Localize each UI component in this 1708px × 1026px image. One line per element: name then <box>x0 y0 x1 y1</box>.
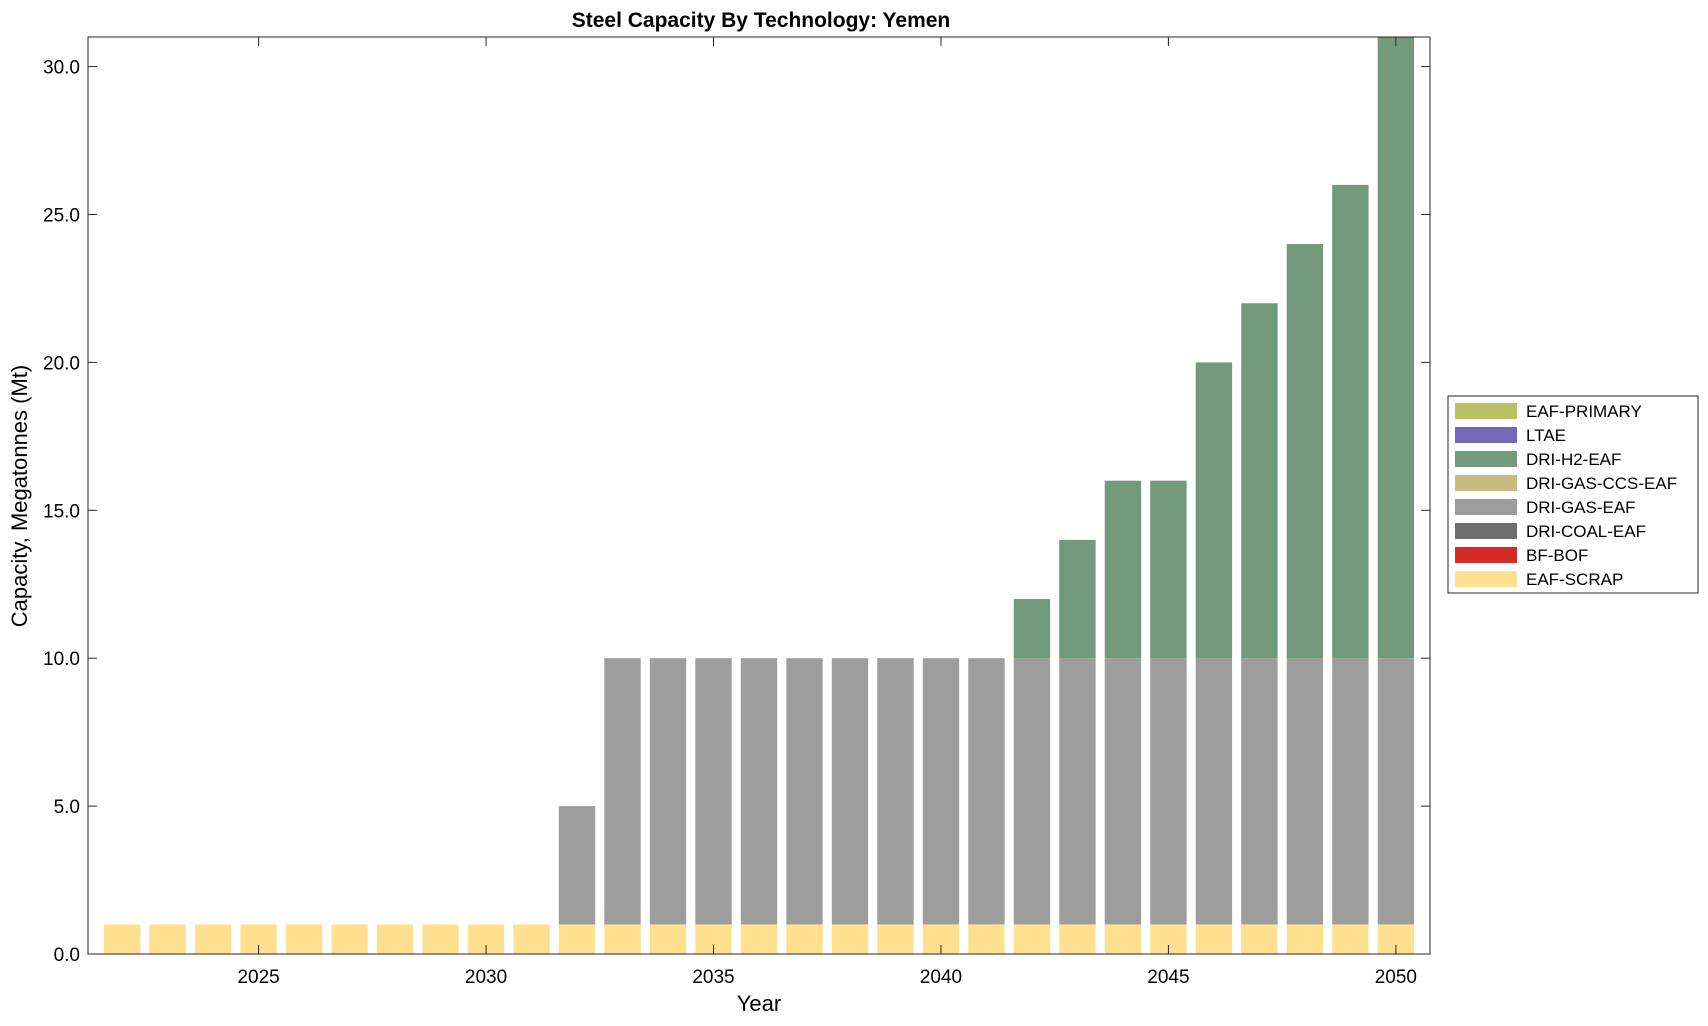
axis-ticks: 0.0 5.0 10.0 15.0 20.0 25.0 30.0 2025 2030 2035 20… <box>43 37 1430 988</box>
bar-dri-h2-eaf-2048 <box>1286 244 1324 659</box>
legend-item-dri-coal-eaf: DRI-COAL-EAF <box>1455 522 1646 541</box>
bar-eaf-scrap-2043 <box>1059 924 1096 954</box>
bar-dri-gas-eaf-2044 <box>1104 658 1142 925</box>
bar-dri-gas-eaf-2046 <box>1195 658 1233 925</box>
legend-item-bf-bof: BF-BOF <box>1455 546 1588 565</box>
x-tick-label: 2025 <box>237 967 279 988</box>
bar-dri-gas-eaf-2035 <box>695 658 732 925</box>
bar-dri-h2-eaf-2047 <box>1241 303 1278 659</box>
bar-dri-h2-eaf-2049 <box>1332 184 1369 659</box>
legend-swatch <box>1455 523 1517 539</box>
legend-label: EAF-SCRAP <box>1526 570 1623 589</box>
bar-eaf-scrap-2048 <box>1286 924 1324 954</box>
y-tick-label: 5.0 <box>54 797 80 818</box>
bar-dri-gas-eaf-2047 <box>1241 658 1278 925</box>
bar-eaf-scrap-2024 <box>194 924 232 954</box>
x-tick-label: 2040 <box>920 967 962 988</box>
legend-label: LTAE <box>1526 426 1566 445</box>
bar-dri-gas-eaf-2049 <box>1332 658 1369 925</box>
bar-eaf-scrap-2031 <box>513 924 550 954</box>
bars-layer <box>103 37 1415 954</box>
legend-item-ltae: LTAE <box>1455 426 1566 445</box>
legend: EAF-PRIMARY LTAE DRI-H2-EAF DRI-GAS-CCS-EAF… <box>1447 395 1699 594</box>
legend-item-dri-gas-ccs-eaf: DRI-GAS-CCS-EAF <box>1455 474 1677 493</box>
legend-swatch <box>1455 499 1517 515</box>
bar-eaf-scrap-2044 <box>1104 924 1142 954</box>
x-axis-title: Year <box>737 991 781 1016</box>
bar-eaf-scrap-2049 <box>1332 924 1369 954</box>
legend-item-eaf-scrap: EAF-SCRAP <box>1455 570 1623 589</box>
bar-eaf-scrap-2027 <box>331 924 368 954</box>
bar-eaf-scrap-2047 <box>1241 924 1278 954</box>
y-axis-title: Capacity, Megatonnes (Mt) <box>7 365 32 627</box>
legend-items: EAF-PRIMARY LTAE DRI-H2-EAF DRI-GAS-CCS-EAF… <box>1455 402 1677 589</box>
bar-dri-gas-eaf-2032 <box>558 806 596 925</box>
bar-eaf-scrap-2028 <box>376 924 414 954</box>
bar-dri-gas-eaf-2034 <box>649 658 687 925</box>
bar-dri-h2-eaf-2043 <box>1059 539 1096 659</box>
bar-dri-gas-eaf-2033 <box>604 658 641 925</box>
legend-item-eaf-primary: EAF-PRIMARY <box>1455 402 1642 421</box>
legend-label: DRI-GAS-EAF <box>1526 498 1636 517</box>
bar-dri-gas-eaf-2037 <box>786 658 823 925</box>
bar-dri-gas-eaf-2042 <box>1013 658 1051 925</box>
y-tick-label: 20.0 <box>43 353 80 374</box>
bar-dri-h2-eaf-2042 <box>1013 599 1051 659</box>
bar-dri-gas-eaf-2050 <box>1377 658 1415 925</box>
y-tick-label: 25.0 <box>43 205 80 226</box>
legend-swatch <box>1455 427 1517 443</box>
legend-swatch <box>1455 403 1517 419</box>
x-tick-label: 2045 <box>1147 967 1189 988</box>
legend-swatch <box>1455 475 1517 491</box>
bar-dri-gas-eaf-2043 <box>1059 658 1096 925</box>
bar-eaf-scrap-2032 <box>558 924 596 954</box>
bar-dri-h2-eaf-2044 <box>1104 480 1142 659</box>
bar-eaf-scrap-2038 <box>831 924 869 954</box>
bar-eaf-scrap-2036 <box>740 924 778 954</box>
bar-eaf-scrap-2026 <box>285 924 323 954</box>
bar-dri-h2-eaf-2045 <box>1150 480 1187 659</box>
x-tick-label: 2035 <box>692 967 734 988</box>
legend-label: DRI-COAL-EAF <box>1526 522 1646 541</box>
legend-label: DRI-H2-EAF <box>1526 450 1621 469</box>
bar-eaf-scrap-2046 <box>1195 924 1233 954</box>
legend-item-dri-h2-eaf: DRI-H2-EAF <box>1455 450 1621 469</box>
chart-title: Steel Capacity By Technology: Yemen <box>572 9 951 32</box>
bar-dri-gas-eaf-2045 <box>1150 658 1187 925</box>
legend-swatch <box>1455 451 1517 467</box>
bar-eaf-scrap-2039 <box>877 924 914 954</box>
y-tick-label: 0.0 <box>54 945 80 966</box>
legend-swatch <box>1455 571 1517 587</box>
bar-dri-gas-eaf-2036 <box>740 658 778 925</box>
bar-eaf-scrap-2041 <box>968 924 1005 954</box>
legend-label: BF-BOF <box>1526 546 1588 565</box>
bar-dri-h2-eaf-2046 <box>1195 362 1233 659</box>
bar-dri-h2-eaf-2050 <box>1377 37 1415 659</box>
legend-swatch <box>1455 547 1517 563</box>
legend-item-dri-gas-eaf: DRI-GAS-EAF <box>1455 498 1636 517</box>
bar-eaf-scrap-2034 <box>649 924 687 954</box>
bar-eaf-scrap-2037 <box>786 924 823 954</box>
legend-label: EAF-PRIMARY <box>1526 402 1642 421</box>
plot-area <box>87 36 1431 955</box>
bar-eaf-scrap-2033 <box>604 924 641 954</box>
legend-label: DRI-GAS-CCS-EAF <box>1526 474 1677 493</box>
x-tick-label: 2030 <box>465 967 507 988</box>
bar-dri-gas-eaf-2040 <box>922 658 960 925</box>
bar-eaf-scrap-2042 <box>1013 924 1051 954</box>
bar-eaf-scrap-2029 <box>422 924 459 954</box>
y-tick-label: 15.0 <box>43 501 80 522</box>
x-tick-label: 2050 <box>1375 967 1417 988</box>
bar-dri-gas-eaf-2048 <box>1286 658 1324 925</box>
bar-eaf-scrap-2023 <box>149 924 186 954</box>
y-tick-label: 10.0 <box>43 649 80 670</box>
bar-dri-gas-eaf-2038 <box>831 658 869 925</box>
y-tick-label: 30.0 <box>43 58 80 79</box>
bar-eaf-scrap-2022 <box>103 924 141 954</box>
bar-dri-gas-eaf-2041 <box>968 658 1005 925</box>
bar-dri-gas-eaf-2039 <box>877 658 914 925</box>
